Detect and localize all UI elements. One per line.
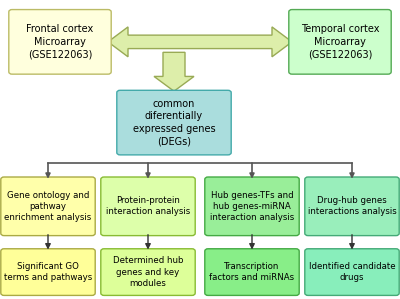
Text: Transcription
factors and miRNAs: Transcription factors and miRNAs — [210, 262, 294, 282]
Polygon shape — [154, 52, 194, 91]
FancyBboxPatch shape — [101, 249, 195, 295]
FancyBboxPatch shape — [9, 10, 111, 74]
Text: Significant GO
terms and pathways: Significant GO terms and pathways — [4, 262, 92, 282]
FancyBboxPatch shape — [205, 177, 299, 236]
Text: Protein-protein
interaction analysis: Protein-protein interaction analysis — [106, 196, 190, 216]
FancyBboxPatch shape — [289, 10, 391, 74]
FancyBboxPatch shape — [117, 90, 231, 155]
Text: Temporal cortex
Microarray
(GSE122063): Temporal cortex Microarray (GSE122063) — [301, 25, 379, 59]
Text: Drug-hub genes
interactions analysis: Drug-hub genes interactions analysis — [308, 196, 396, 216]
FancyBboxPatch shape — [1, 177, 95, 236]
Text: Identified candidate
drugs: Identified candidate drugs — [309, 262, 395, 282]
Text: Gene ontology and
pathway
enrichment analysis: Gene ontology and pathway enrichment ana… — [4, 191, 92, 222]
FancyBboxPatch shape — [305, 177, 399, 236]
FancyBboxPatch shape — [205, 249, 299, 295]
FancyBboxPatch shape — [101, 177, 195, 236]
Text: Determined hub
genes and key
modules: Determined hub genes and key modules — [113, 257, 183, 288]
Text: Hub genes-TFs and
hub genes-miRNA
interaction analysis: Hub genes-TFs and hub genes-miRNA intera… — [210, 191, 294, 222]
Text: common
diferentially
expressed genes
(DEGs): common diferentially expressed genes (DE… — [133, 99, 215, 146]
FancyBboxPatch shape — [305, 249, 399, 295]
FancyBboxPatch shape — [1, 249, 95, 295]
Text: Frontal cortex
Microarray
(GSE122063): Frontal cortex Microarray (GSE122063) — [26, 25, 94, 59]
Polygon shape — [108, 27, 292, 57]
